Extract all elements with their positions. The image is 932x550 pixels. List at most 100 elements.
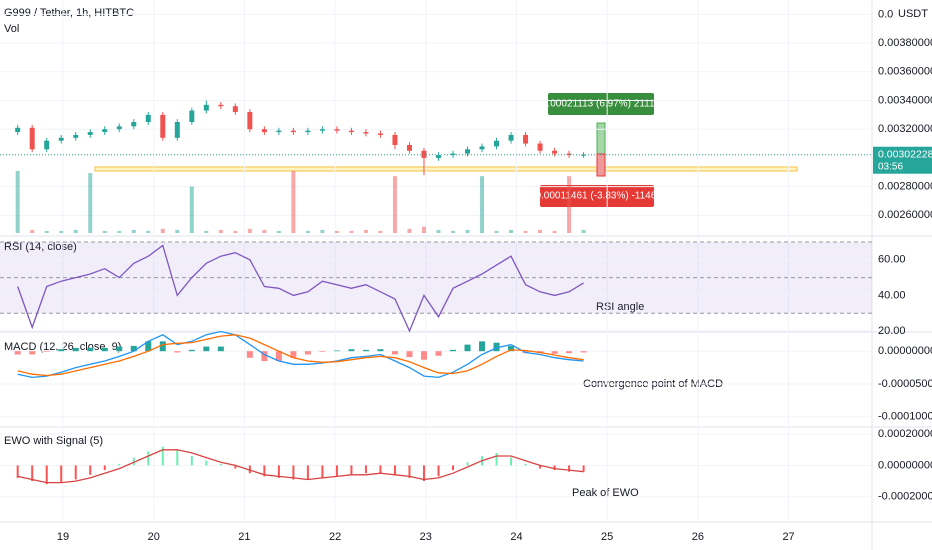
candle-body <box>73 134 79 138</box>
gain-label: 0.00021113 (6.97%) 21113 <box>542 99 661 110</box>
volume-bar <box>436 229 441 233</box>
long-zone <box>596 122 606 155</box>
candle-body <box>145 114 151 123</box>
macd-histogram <box>493 342 500 352</box>
candle-body <box>566 153 572 156</box>
macd-histogram <box>391 351 398 355</box>
macd-series <box>17 330 584 379</box>
macd-histogram <box>174 351 181 353</box>
candle-body <box>203 104 209 111</box>
candle-body <box>174 122 180 138</box>
candle-body <box>406 144 412 151</box>
ewo-title: EWO with Signal (5) <box>4 435 103 447</box>
volume-bar <box>59 230 64 233</box>
volume-bar <box>552 230 557 233</box>
candle-body <box>552 150 558 154</box>
volume-bar <box>146 230 151 233</box>
candle-body <box>537 143 543 151</box>
candle-body <box>494 140 500 147</box>
candle-body <box>363 132 369 134</box>
candle-body <box>377 133 383 135</box>
y-tick-label: 0.0 <box>878 8 893 20</box>
macd-histogram <box>145 341 152 352</box>
y-tick-label: 0.00360000 <box>878 66 932 78</box>
macd-histogram <box>29 351 36 355</box>
candle-body <box>58 137 64 141</box>
macd-histogram <box>348 349 355 352</box>
macd-histogram <box>14 351 21 355</box>
macd-histogram <box>275 351 282 362</box>
volume-bar <box>160 228 165 233</box>
volume-bar <box>276 230 281 233</box>
volume-bar <box>421 226 426 233</box>
macd-histogram <box>464 344 471 352</box>
candle-body <box>261 129 267 133</box>
candle-body <box>523 134 529 144</box>
macd-histogram <box>101 347 108 352</box>
volume-bar <box>189 186 194 233</box>
macd-histogram <box>508 345 515 352</box>
rsi-title: RSI (14, close) <box>4 241 77 253</box>
volume-bar <box>218 229 223 233</box>
volume-bar <box>15 171 20 233</box>
candle-body <box>102 129 108 133</box>
volume-bar <box>465 229 470 233</box>
macd-histogram <box>58 349 65 352</box>
volume-bar <box>480 176 485 233</box>
volume-bar <box>320 229 325 233</box>
volume-bar <box>88 173 93 233</box>
short-zone <box>596 153 606 177</box>
y-tick-label: 0.00260000 <box>878 209 932 221</box>
volume-bar <box>262 229 267 233</box>
y-tick-label: 0.00280000 <box>878 181 932 193</box>
macd-histogram <box>43 351 50 352</box>
macd-histogram <box>580 351 587 353</box>
volume-bar <box>378 230 383 233</box>
candle-body <box>319 129 325 131</box>
currency-badge[interactable] <box>895 6 929 22</box>
y-tick-label: -0.00020000 <box>878 491 932 503</box>
volume-bar <box>44 230 49 233</box>
last-price-label: 0.00302228 <box>878 148 932 160</box>
x-tick-label: 24 <box>510 531 522 543</box>
volume-bar <box>581 229 586 233</box>
ewo-signal <box>17 449 584 484</box>
countdown: 03:56 <box>878 161 903 172</box>
volume-bar <box>363 229 368 233</box>
volume-bar <box>204 230 209 233</box>
candle-body <box>479 146 485 150</box>
y-tick-label: 0.00320000 <box>878 123 932 135</box>
macd-series <box>17 334 584 377</box>
macd-histogram <box>362 349 369 352</box>
volume-bar <box>233 230 238 233</box>
macd-histogram <box>116 346 123 352</box>
candle-body <box>290 130 296 133</box>
y-tick-label: 0.00020000 <box>878 428 932 440</box>
volume-bar <box>291 171 296 233</box>
candle-body <box>87 132 93 135</box>
volume-bar <box>349 230 354 233</box>
currency[interactable]: USDT <box>898 8 928 20</box>
volume-bar <box>509 229 514 233</box>
candle-body <box>276 130 282 133</box>
volume-bar <box>407 228 412 233</box>
volume-bar <box>175 229 180 233</box>
support-zone <box>94 166 798 172</box>
volume-bar <box>538 229 543 233</box>
macd-histogram <box>217 346 224 352</box>
candle-body <box>508 134 514 141</box>
macd-histogram <box>290 351 297 358</box>
macd-histogram <box>420 351 427 360</box>
macd-histogram <box>551 351 558 354</box>
macd-histogram <box>566 351 573 354</box>
y-tick-label: 40.00 <box>878 289 906 301</box>
rsi-annotation: RSI angle <box>596 301 644 313</box>
x-tick-label: 25 <box>601 531 613 543</box>
y-tick-label: 60.00 <box>878 254 906 266</box>
volume-bar <box>451 230 456 233</box>
gain-box <box>548 93 654 115</box>
volume-bar <box>30 229 35 233</box>
